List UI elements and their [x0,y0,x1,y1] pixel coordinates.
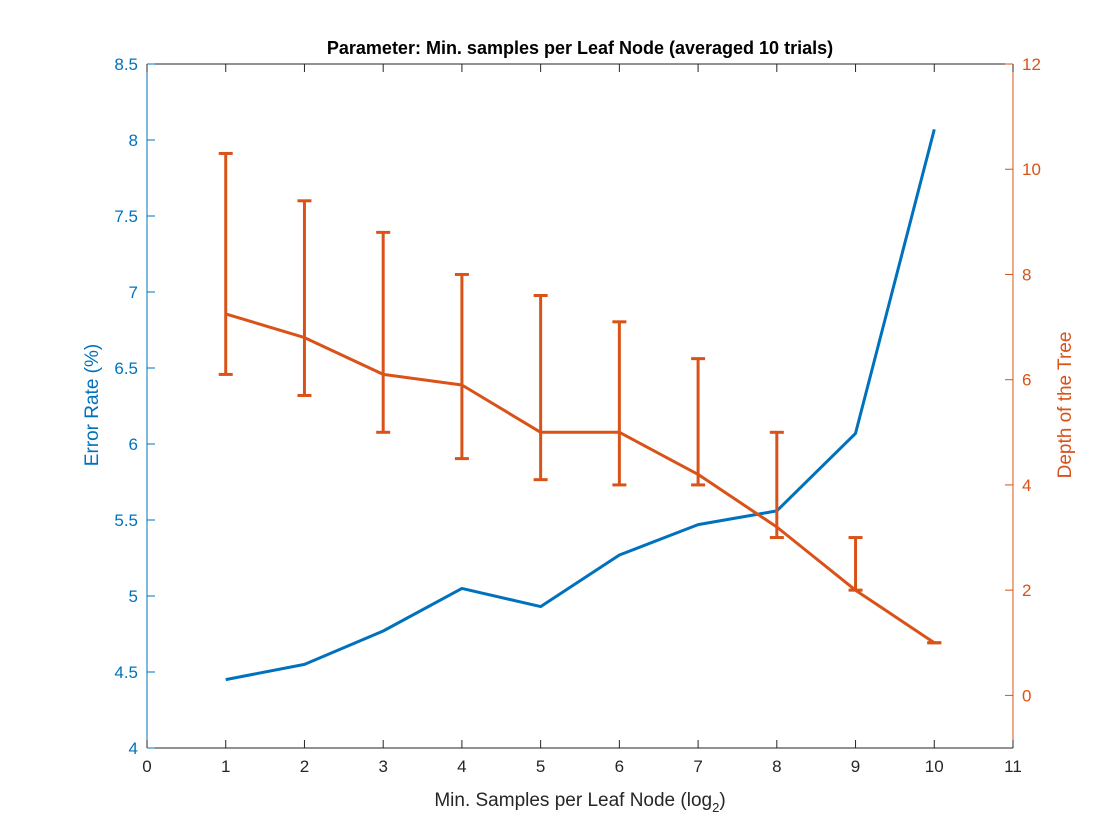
x-axis-label-subscript: 2 [712,800,719,815]
x-tick-label: 6 [615,757,624,776]
y-axis-right-label: Depth of the Tree [1055,332,1076,479]
x-tick-label: 10 [925,757,944,776]
error-bar [612,320,627,487]
x-tick-label: 0 [142,757,151,776]
error-bar [218,151,233,376]
x-tick-label: 9 [851,757,860,776]
y-left-tick-label: 4 [129,739,138,758]
x-axis-label-suffix: ) [719,790,725,811]
y-left-tick-label: 5.5 [114,511,138,530]
x-tick-label: 7 [693,757,702,776]
y-left-tick-label: 6 [129,435,138,454]
error-bar [376,230,391,434]
y-right-tick-label: 12 [1022,55,1041,74]
y-left-tick-label: 8.5 [114,55,138,74]
y-left-tick-label: 7.5 [114,207,138,226]
chart-title: Parameter: Min. samples per Leaf Node (a… [327,38,833,58]
tree-depth-line [225,312,936,645]
y-left-tick-label: 5 [129,587,138,606]
error-bar [533,294,548,482]
error-rate-line [225,129,936,682]
axes: 0 1 2 3 4 5 6 7 8 9 10 1144.555.566.577.588.5024681… [114,55,1041,776]
error-bar [848,536,863,592]
y-right-tick-label: 4 [1022,476,1031,495]
x-tick-label: 5 [536,757,545,776]
x-tick-label: 4 [457,757,466,776]
x-tick-label: 8 [772,757,781,776]
error-bar [454,272,469,461]
x-tick-label: 2 [300,757,309,776]
y-right-tick-label: 8 [1022,265,1031,284]
y-left-tick-label: 8 [129,131,138,150]
y-axis-left-label: Error Rate (%) [82,344,103,466]
x-tick-label: 11 [1004,757,1022,776]
y-right-tick-label: 10 [1022,160,1041,179]
y-left-tick-label: 7 [129,283,138,302]
x-axis-label-main: Min. Samples per Leaf Node (log [434,790,712,811]
error-bar [691,357,706,487]
x-tick-label: 3 [378,757,387,776]
y-left-tick-label: 6.5 [114,359,138,378]
x-tick-label: 1 [221,757,230,776]
y-right-tick-label: 2 [1022,581,1031,600]
y-right-tick-label: 0 [1022,686,1031,705]
error-bar [769,430,784,540]
x-axis-label: Min. Samples per Leaf Node (log2) [434,790,725,815]
plot-area [218,129,942,682]
y-left-tick-label: 4.5 [114,663,138,682]
y-right-tick-label: 6 [1022,371,1031,390]
error-bar [297,199,312,397]
